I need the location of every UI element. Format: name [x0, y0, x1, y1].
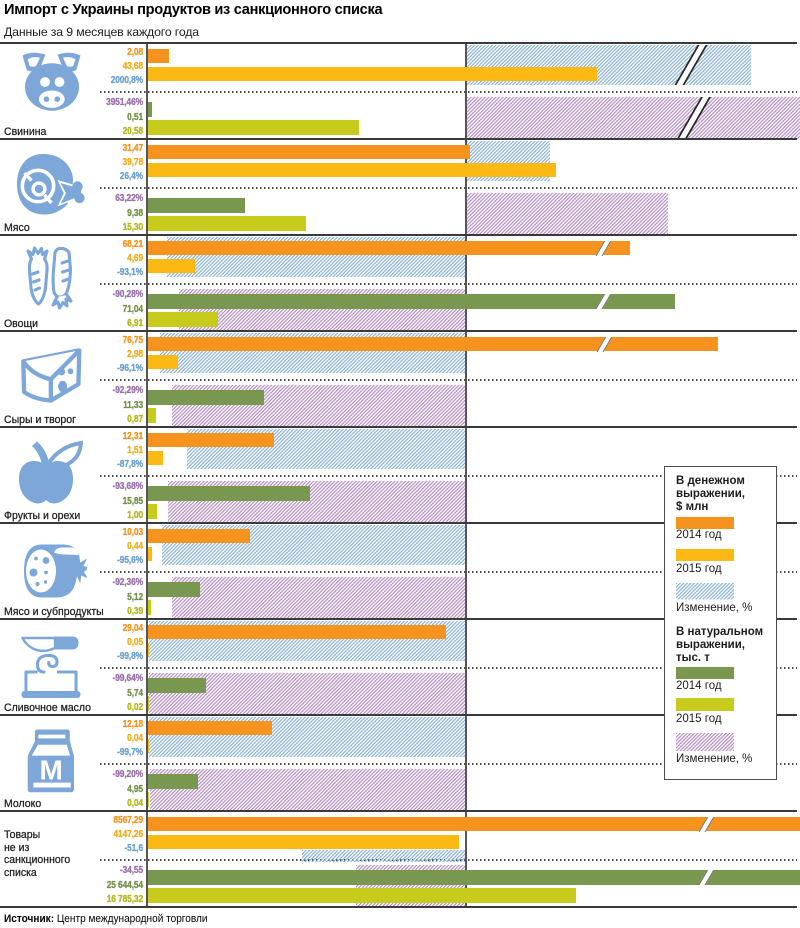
svg-text:M: M	[40, 755, 63, 786]
